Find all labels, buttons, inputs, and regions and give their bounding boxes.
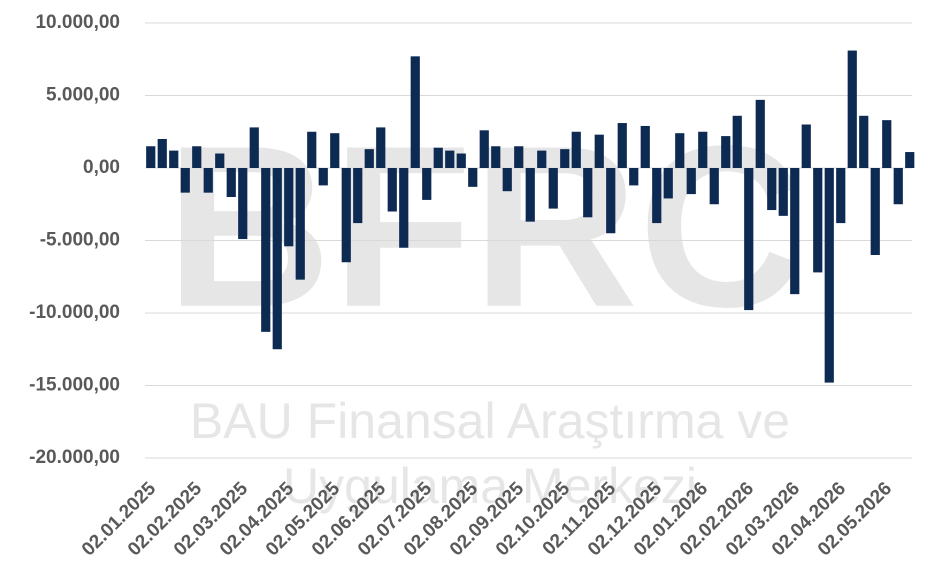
bar [606, 168, 616, 234]
bar [801, 124, 811, 168]
bar [422, 168, 432, 200]
bar [353, 168, 363, 224]
bar [376, 127, 386, 168]
bar [249, 127, 259, 168]
bar [744, 168, 754, 311]
bar [284, 168, 294, 247]
bar [732, 115, 742, 168]
bar [652, 168, 662, 224]
bar [836, 168, 846, 224]
bar [686, 168, 696, 195]
bar [721, 136, 731, 168]
y-tick-label: 0,00 [83, 157, 120, 178]
bar [502, 168, 512, 192]
bar [410, 56, 420, 168]
bar [571, 131, 581, 168]
bar [767, 168, 777, 211]
bar [341, 168, 351, 263]
watermark-line: Uygulama Merkezi [283, 458, 697, 514]
bar [824, 168, 834, 383]
bar [192, 146, 202, 168]
bar [157, 139, 167, 168]
bar [790, 168, 800, 295]
bar [295, 168, 305, 280]
bar [364, 149, 374, 168]
bar [870, 168, 880, 255]
y-tick-label: 5.000,00 [46, 85, 120, 106]
bar [226, 168, 236, 197]
bar [272, 168, 282, 350]
bar [893, 168, 903, 205]
bar [698, 131, 708, 168]
bar [399, 168, 409, 248]
bar [330, 133, 340, 168]
bar [307, 131, 317, 168]
bar [548, 168, 558, 209]
bar [663, 168, 673, 199]
bar [433, 147, 443, 168]
bar [238, 168, 248, 240]
bar [456, 153, 466, 168]
bar [537, 150, 547, 168]
bar [169, 150, 179, 168]
bar [215, 153, 225, 168]
bar [445, 150, 455, 168]
bar [594, 134, 604, 168]
bar [709, 168, 719, 205]
watermark-line: BAU Finansal Araştırma ve [190, 393, 790, 449]
bar [629, 168, 639, 186]
bar [525, 168, 535, 222]
bar [479, 130, 489, 168]
y-tick-label: -5.000,00 [40, 230, 120, 251]
bar [468, 168, 478, 187]
y-tick-label: -20.000,00 [29, 447, 120, 468]
bar [640, 125, 650, 168]
y-tick-label: 10.000,00 [35, 12, 120, 33]
bar [675, 133, 685, 168]
bar [203, 168, 213, 193]
bar [905, 152, 915, 168]
bar [560, 149, 570, 168]
bar [180, 168, 190, 193]
bar [859, 115, 869, 168]
bar [387, 168, 397, 212]
bar [583, 168, 593, 218]
bar [491, 146, 501, 168]
bar [261, 168, 271, 332]
bar [813, 168, 823, 273]
bar [617, 123, 627, 168]
bar [514, 146, 524, 168]
bar [146, 146, 156, 168]
bar [882, 120, 892, 168]
bar [847, 50, 857, 168]
bar [318, 168, 328, 186]
bar [778, 168, 788, 216]
y-tick-label: -10.000,00 [29, 302, 120, 323]
y-tick-label: -15.000,00 [29, 375, 120, 396]
bar [755, 99, 765, 168]
